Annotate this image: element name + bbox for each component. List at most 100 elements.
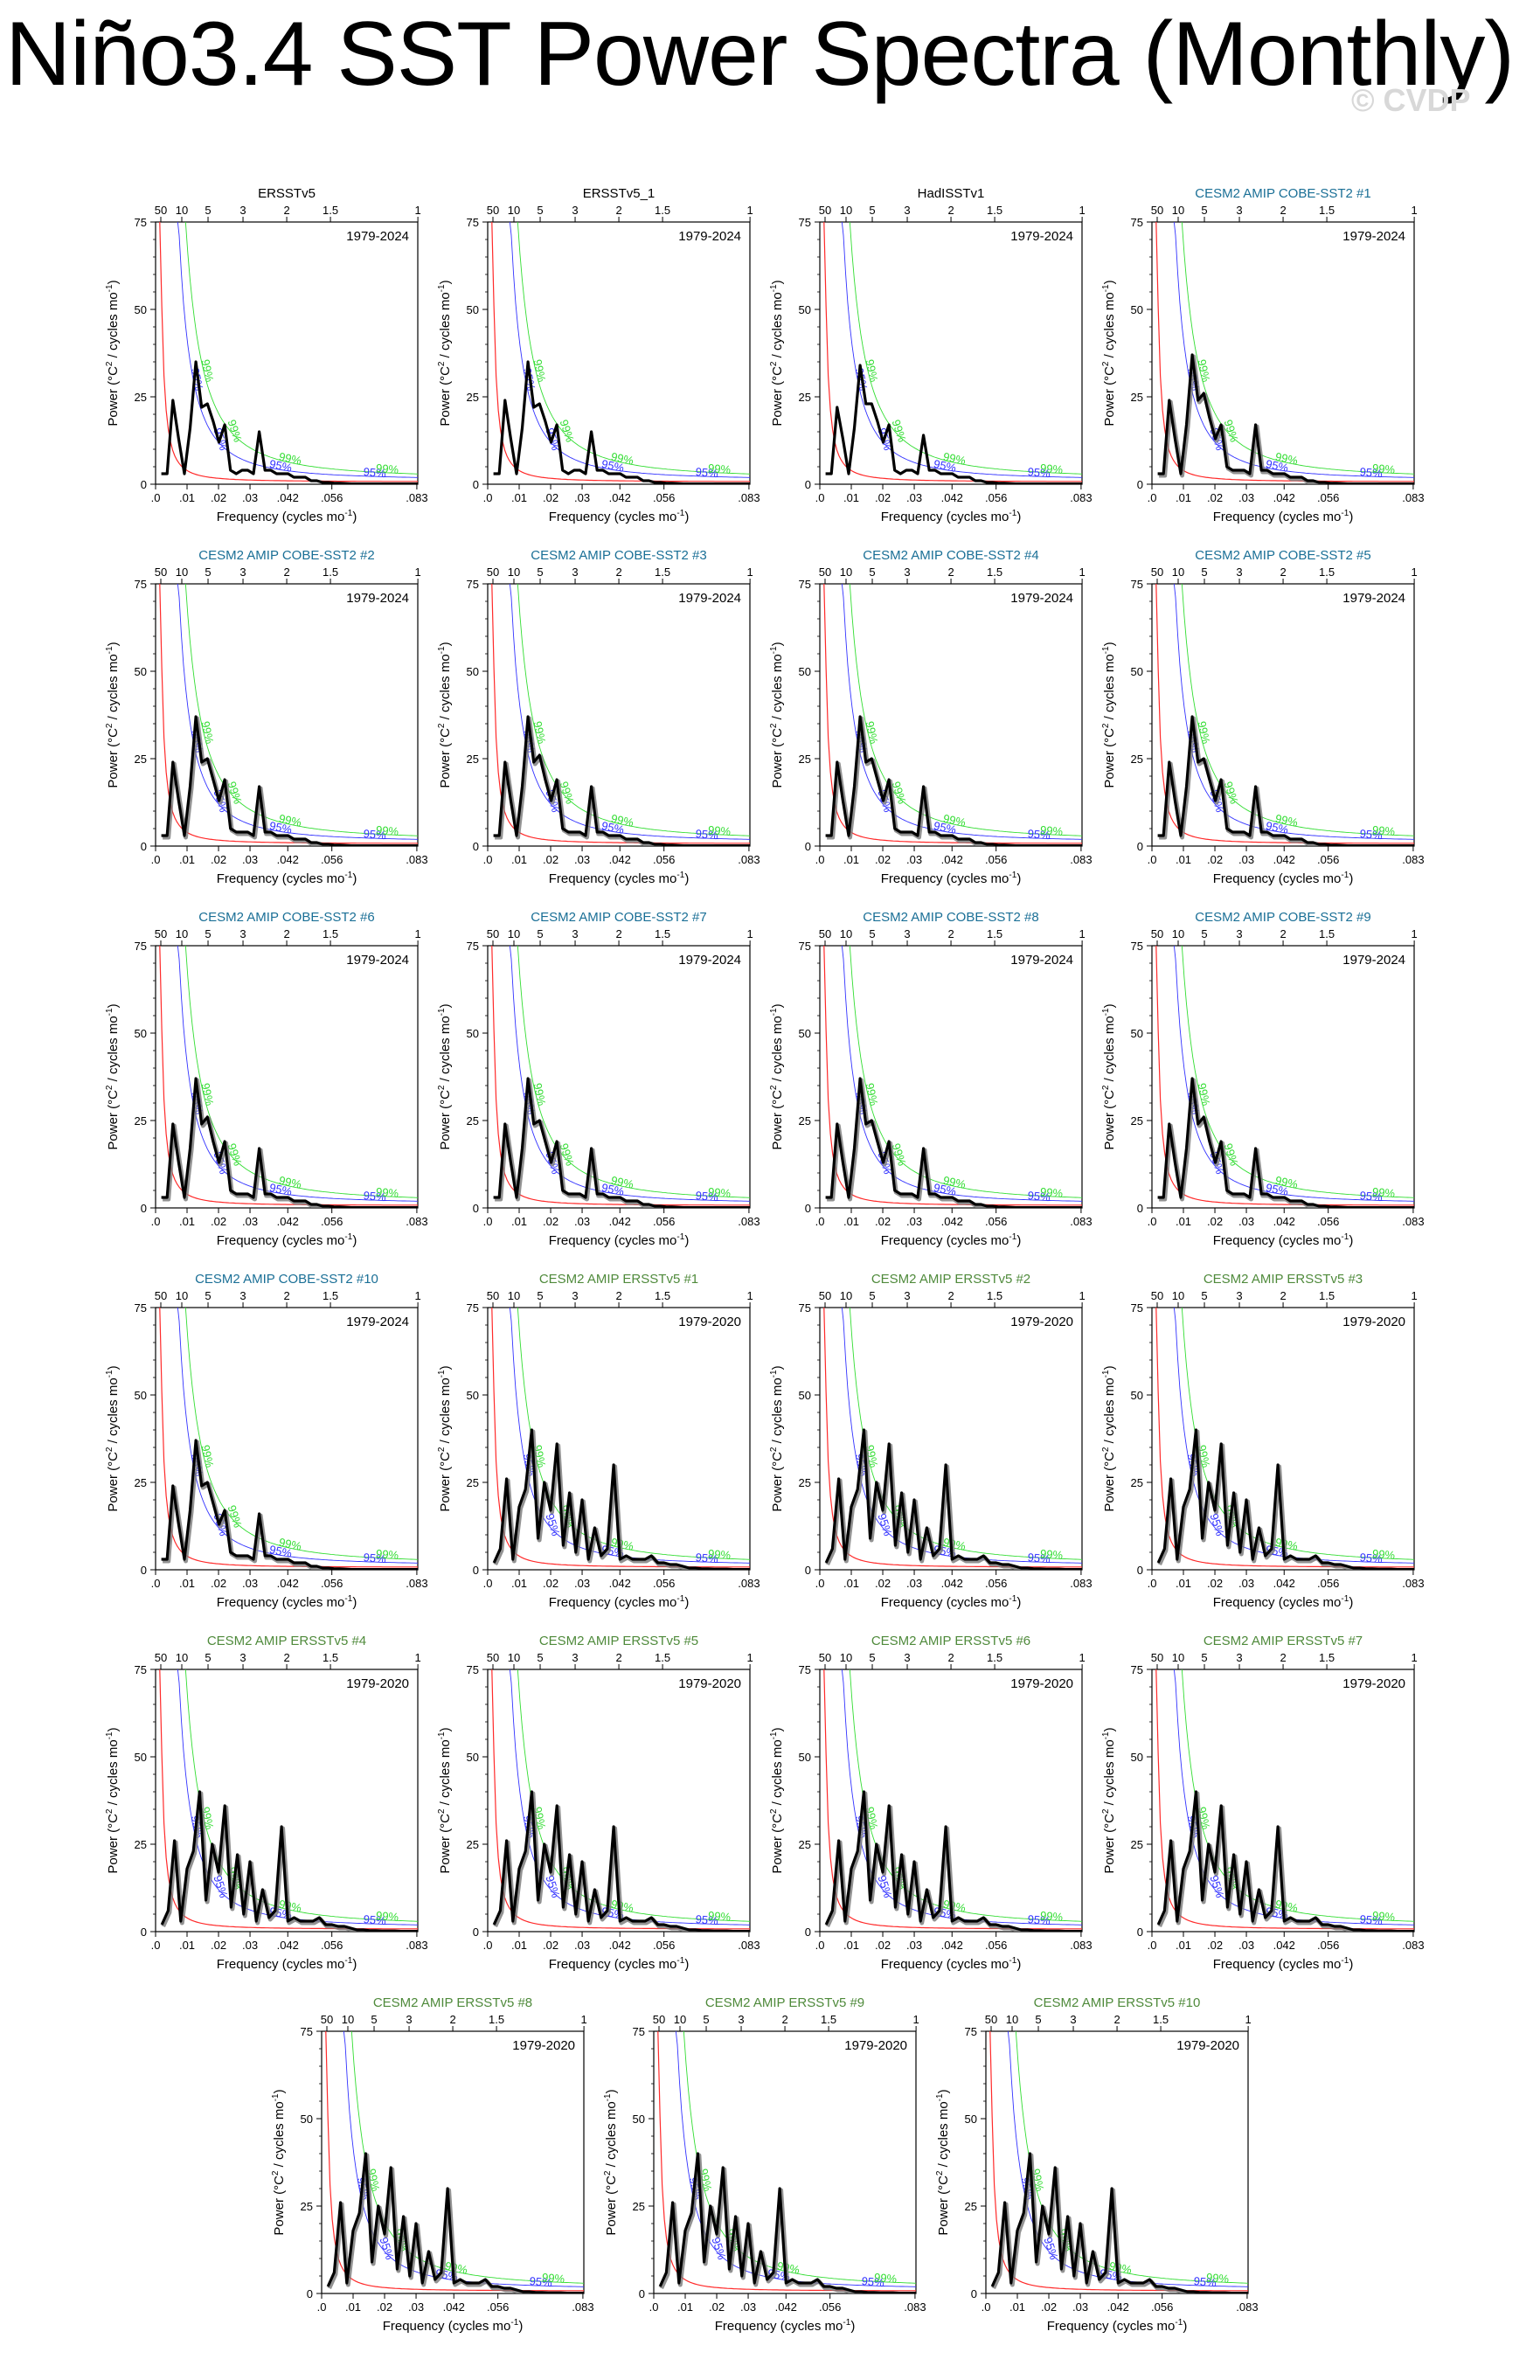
conf99-label: 99%	[1195, 1444, 1212, 1469]
x-tick-label: .0	[483, 1939, 493, 1952]
plot-frame	[487, 945, 751, 1209]
conf95-curve	[841, 584, 1082, 840]
x-tick-label: .01	[843, 853, 859, 866]
y-tick-label: 25	[467, 1476, 479, 1489]
y-tick-label: 0	[805, 1926, 811, 1939]
top-tick-label: 10	[1006, 2013, 1018, 2026]
y-tick-label: 75	[1131, 578, 1143, 591]
panel-group: HadISSTv1 50 10 5 3 2 1.5 1 1979-2024 0 25 50 75 .0 .0…	[769, 186, 1093, 524]
x-tick-label: .042	[1273, 1939, 1295, 1952]
x-tick-label: .042	[609, 491, 631, 504]
conf95-label: 95%	[189, 1091, 206, 1116]
conf99-label: 99%	[531, 1082, 548, 1107]
conf99-label: 99%	[558, 1503, 577, 1530]
top-tick-label: 1	[415, 1289, 421, 1302]
y-axis-label: Power (°C2 / cycles mo-1)	[769, 1003, 785, 1149]
conf99-curve	[849, 946, 1082, 1198]
red-noise-curve	[491, 1308, 750, 1568]
conf99-label: 99%	[1222, 1141, 1241, 1168]
conf99-curve	[517, 946, 750, 1198]
y-tick-label: 0	[1137, 840, 1143, 853]
top-tick-label: 10	[508, 927, 520, 940]
y-axis-label: Power (°C2 / cycles mo-1)	[105, 642, 121, 788]
x-tick-label: .02	[543, 1939, 558, 1952]
x-tick-label: .083	[738, 1939, 760, 1952]
conf99-label: 99%	[531, 1806, 548, 1831]
panel-title: CESM2 AMIP ERSSTv5 #9	[705, 1995, 864, 2010]
top-tick-label: 3	[1236, 1651, 1242, 1664]
x-tick-label: .01	[843, 1215, 859, 1228]
spectrum-line	[160, 1790, 418, 1932]
conf99-label: 99%	[890, 1865, 909, 1891]
top-tick-label: 1	[415, 566, 421, 579]
conf99-label: 99%	[863, 1082, 880, 1107]
conf95-label: 95%	[709, 2236, 728, 2262]
x-tick-label: .03	[906, 1577, 922, 1590]
x-tick-label: .0	[815, 1577, 825, 1590]
conf99-curve	[517, 1669, 750, 1922]
x-tick-label: .056	[1317, 1939, 1339, 1952]
panel-title: CESM2 AMIP COBE-SST2 #4	[863, 548, 1038, 563]
x-tick-label: .03	[1072, 2300, 1088, 2314]
conf95-label: 95%	[1359, 1551, 1384, 1565]
x-tick-label: .0	[982, 2300, 991, 2314]
conf99-curve	[184, 1669, 418, 1922]
panel-group: ERSSTv5 50 10 5 3 2 1.5 1 1979-2024 0 25 50 75 .0 .01.…	[105, 186, 428, 524]
top-tick-label: 2	[947, 566, 954, 579]
conf99-label: 99%	[1195, 720, 1212, 746]
x-tick-label: .056	[321, 1577, 343, 1590]
conf99-curve	[1181, 1669, 1414, 1922]
top-tick-label: 2	[449, 2013, 455, 2026]
y-tick-label: 75	[799, 1301, 811, 1315]
y-tick-label: 75	[135, 1301, 147, 1315]
y-tick-label: 25	[467, 1114, 479, 1128]
conf99-label: 99%	[225, 1503, 245, 1530]
top-tick-label: 50	[653, 2013, 665, 2026]
plot-area: 95%99%95%99%95%99%95%99%	[491, 222, 750, 484]
y-tick-label: 75	[1131, 940, 1143, 953]
plot-area: 95%99%95%99%95%99%95%99%	[823, 1308, 1082, 1570]
x-tick-label: .056	[321, 1939, 343, 1952]
panel-title: CESM2 AMIP ERSSTv5 #7	[1204, 1634, 1363, 1648]
y-axis-label: Power (°C2 / cycles mo-1)	[1101, 1003, 1117, 1149]
period-label: 1979-2020	[346, 1676, 409, 1691]
conf99-label: 99%	[558, 1865, 577, 1891]
conf99-label: 99%	[863, 1444, 880, 1469]
panel-group: CESM2 AMIP ERSSTv5 #10 50 10 5 3 2 1.5 1 1979-20…	[935, 1995, 1259, 2334]
plot-area: 95%99%95%99%95%99%95%99%	[1155, 946, 1414, 1208]
y-tick-label: 0	[141, 1202, 147, 1215]
ensemble-spread-line	[495, 716, 750, 846]
spectrum-line	[492, 1790, 750, 1932]
top-tick-label: 2	[1280, 1289, 1286, 1302]
top-tick-label: 1.5	[1319, 204, 1335, 217]
top-tick-label: 50	[1151, 1651, 1163, 1664]
conf99-label: 99%	[198, 720, 216, 746]
top-tick-label: 10	[342, 2013, 354, 2026]
conf99-label: 99%	[1274, 1898, 1300, 1915]
conf95-label: 95%	[853, 367, 871, 392]
conf99-curve	[184, 584, 418, 836]
top-tick-label: 1	[747, 566, 753, 579]
top-tick-label: 10	[1172, 204, 1184, 217]
period-label: 1979-2024	[346, 1315, 409, 1329]
conf99-label: 99%	[278, 812, 303, 829]
panel-group: CESM2 AMIP COBE-SST2 #2 50 10 5 3 2 1.5 1 1979-2…	[105, 548, 428, 886]
x-tick-label: .056	[321, 1215, 343, 1228]
y-tick-label: 0	[805, 1202, 811, 1215]
red-noise-curve	[491, 1669, 750, 1930]
conf95-label: 95%	[543, 788, 562, 815]
spectrum-line	[1157, 353, 1414, 484]
conf95-label: 95%	[933, 819, 958, 836]
conf95-label: 95%	[543, 1874, 562, 1900]
x-tick-label: .042	[1273, 1215, 1295, 1228]
spectrum-line	[493, 360, 750, 484]
x-tick-label: .03	[574, 1577, 590, 1590]
plot-area: 95%99%95%99%95%99%95%99%	[823, 946, 1082, 1208]
y-tick-label: 50	[135, 665, 147, 678]
conf95-label: 95%	[543, 1150, 562, 1176]
conf95-curve	[1173, 946, 1414, 1202]
panel-group: CESM2 AMIP COBE-SST2 #9 50 10 5 3 2 1.5 1 1979-2…	[1101, 910, 1425, 1248]
